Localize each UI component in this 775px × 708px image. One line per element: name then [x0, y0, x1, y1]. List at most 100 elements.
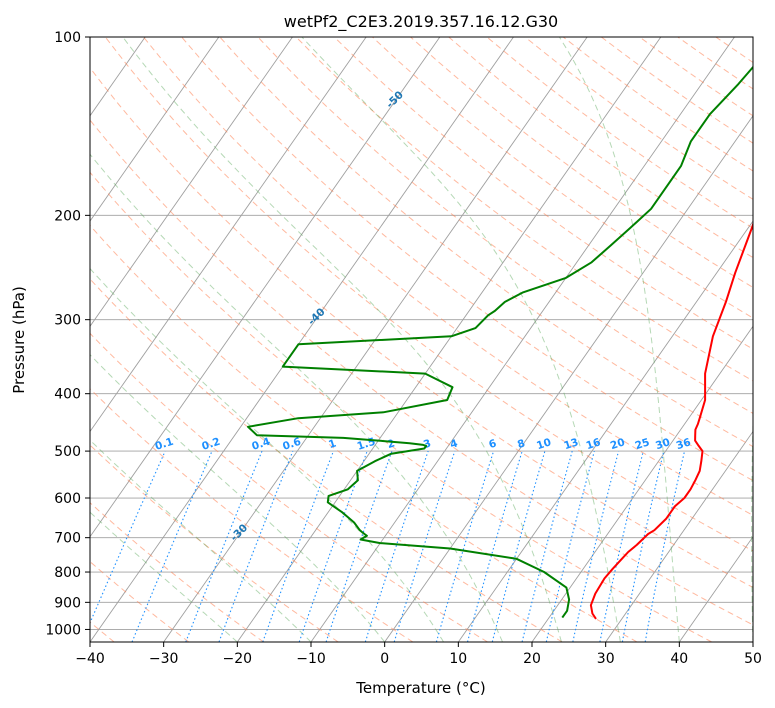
x-axis-title: Temperature (°C): [355, 679, 485, 697]
dry-adiabat-line: [90, 67, 753, 588]
mixing-ratio-label: 36: [675, 436, 693, 452]
x-tick-label: −20: [223, 651, 253, 667]
mixing-ratio-line: [90, 450, 166, 625]
y-tick-label: 200: [54, 208, 81, 224]
y-tick-label: 900: [54, 595, 81, 611]
x-tick-label: 0: [380, 651, 389, 667]
mixing-ratio-label: 0.6: [281, 436, 302, 453]
isotherm-line: [605, 430, 753, 642]
mixing-ratio-label: 8: [516, 437, 527, 451]
x-tick-label: 20: [523, 651, 541, 667]
mixing-ratio-line: [262, 450, 334, 642]
dry-adiabat-line: [143, 37, 753, 516]
x-tick-label: 10: [449, 651, 467, 667]
mixing-ratio-label: 3: [422, 437, 433, 451]
mixing-ratio-label: 6: [487, 437, 498, 451]
mixing-ratio-label: 2: [386, 437, 397, 451]
dry-adiabat-line: [90, 388, 414, 642]
mixing-ratio-label: 20: [609, 436, 627, 452]
y-axis-title: Pressure (hPa): [10, 286, 28, 394]
mixing-ratio-line: [466, 450, 523, 642]
x-tick-label: 40: [670, 651, 688, 667]
isotherm-line: [531, 325, 753, 642]
dry-adiabat-line: [90, 224, 638, 642]
mixing-ratio-line: [491, 450, 546, 642]
mixing-ratio-label: 25: [634, 436, 652, 452]
x-tick-label: 50: [744, 651, 762, 667]
dry-adiabat-line: [410, 37, 753, 289]
mixing-ratio-line: [393, 450, 456, 642]
chart-title: wetPf2_C2E3.2019.357.16.12.G30: [284, 12, 558, 32]
mixing-ratio-line: [599, 450, 644, 642]
moist-adiabat-line: [90, 153, 503, 642]
mixing-ratio-line: [131, 450, 213, 642]
mixing-ratio-line: [572, 450, 620, 642]
mixing-ratio-label: 0.2: [200, 436, 221, 453]
moist-adiabat-line: [301, 37, 621, 642]
isotherm-line: [90, 37, 514, 642]
moist-adiabat-line: [90, 439, 312, 642]
moist-adiabat-line: [90, 511, 238, 642]
isotherm-line: [90, 37, 293, 328]
mixing-ratio-line: [185, 450, 263, 642]
x-axis: −40 −30 −20 −10 0 10 20 30 40 50: [75, 642, 762, 667]
background-lines: [90, 37, 753, 642]
y-tick-label: 500: [54, 444, 81, 460]
dry-adiabat-line: [219, 37, 753, 448]
plot-frame: [89, 36, 754, 643]
mixing-ratio-label: 13: [562, 436, 580, 452]
mixing-ratio-label: 10: [535, 436, 553, 452]
mixing-ratio-label: 1: [327, 437, 338, 451]
isotherm-line: [236, 37, 662, 642]
y-tick-label: 800: [54, 565, 81, 581]
mixing-ratio-line: [325, 450, 393, 642]
dry-adiabat-line: [90, 171, 712, 642]
mixing-ratio-label: 0.1: [154, 436, 175, 453]
dry-adiabat-line: [90, 332, 488, 642]
mixing-ratio-line: [298, 450, 368, 642]
y-tick-label: 100: [54, 30, 81, 46]
dry-adiabat-line: [90, 119, 753, 626]
isotherm-line: [457, 220, 753, 642]
y-tick-label: 400: [54, 387, 81, 403]
isotherm-line: [90, 37, 367, 433]
mixing-ratio-line: [364, 450, 429, 642]
dry-adiabat-line: [104, 37, 753, 552]
y-tick-label: 300: [54, 313, 81, 329]
mixing-ratio-label: 4: [449, 437, 460, 451]
y-tick-label: 700: [54, 531, 81, 547]
y-tick-label: 1000: [45, 622, 81, 638]
isotherm-line: [90, 37, 441, 538]
moist-adiabat-line: [558, 37, 680, 642]
dry-adiabat-line: [90, 502, 264, 642]
isotherm-line: [90, 37, 220, 222]
mixing-ratio-line: [521, 450, 573, 642]
x-tick-label: 30: [597, 651, 615, 667]
x-tick-label: −10: [296, 651, 326, 667]
isotherm-line: [310, 37, 735, 642]
dry-adiabat-line: [90, 278, 563, 642]
temperature-line: [589, 221, 753, 620]
moist-adiabat-line: [90, 267, 445, 642]
moist-adiabat-line: [122, 37, 562, 642]
mixing-ratio-label: 16: [585, 436, 603, 452]
y-tick-label: 600: [54, 491, 81, 507]
moist-adiabat-line: [90, 353, 386, 642]
mixing-ratio-label: 30: [654, 436, 672, 452]
mixing-ratio-label: 0.4: [250, 436, 271, 453]
dewpoint-line: [247, 65, 753, 619]
x-tick-label: −40: [75, 651, 105, 667]
dry-adiabat-line: [295, 37, 753, 382]
mixing-ratio-line: [435, 450, 495, 642]
profile-lines: [247, 65, 753, 620]
dry-adiabat-line: [257, 37, 753, 414]
mixing-ratio-line: [545, 450, 595, 642]
isotherm-line: [384, 115, 753, 642]
moist-adiabat-line: [751, 403, 753, 642]
mixing-ratio-line: [218, 450, 294, 642]
y-axis: 100 200 300 400 500 600 700 800 900 1000: [45, 30, 90, 638]
isotherm-line: [678, 535, 753, 642]
x-tick-label: −30: [149, 651, 179, 667]
